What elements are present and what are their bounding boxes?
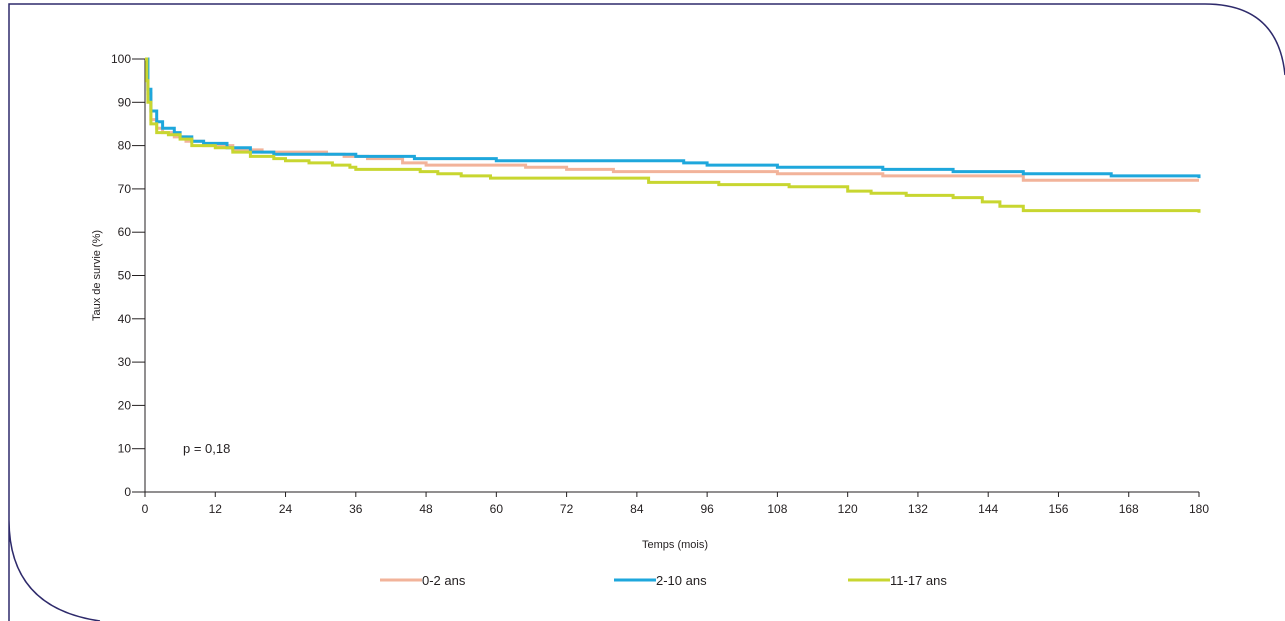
x-axis-title: Temps (mois): [642, 539, 708, 551]
x-tick-label: 96: [700, 502, 714, 516]
legend-label-2: 2-10 ans: [656, 573, 707, 588]
series-line-2: [145, 57, 1201, 179]
y-tick-label: 50: [118, 269, 132, 283]
y-tick-label: 100: [111, 52, 131, 66]
y-tick-label: 0: [124, 485, 131, 499]
x-tick-label: 12: [209, 502, 223, 516]
legend-label-3: 11-17 ans: [890, 573, 947, 588]
x-tick-label: 156: [1048, 502, 1068, 516]
legend: 0-2 ans 2-10 ans 11-17 ans: [380, 573, 947, 588]
x-tick-label: 36: [349, 502, 363, 516]
y-tick-label: 20: [118, 398, 132, 412]
legend-label-1: 0-2 ans: [422, 573, 466, 588]
x-tick-label: 84: [630, 502, 644, 516]
axes: 0 12 24 36 48 60 72 84 96 108 120 132 144 156 168 180 0 1…: [91, 52, 1209, 551]
x-tick-label: 72: [560, 502, 574, 516]
x-tick-label: 24: [279, 502, 293, 516]
y-tick-label: 70: [118, 182, 132, 196]
series-lines: [145, 57, 1201, 213]
y-tick-label: 40: [118, 312, 132, 326]
x-tick-label: 168: [1119, 502, 1139, 516]
y-tick-label: 30: [118, 355, 132, 369]
y-axis-title: Taux de survie (%): [91, 230, 103, 321]
x-tick-label: 60: [490, 502, 504, 516]
p-value-annotation: p = 0,18: [183, 441, 230, 456]
y-tick-label: 10: [118, 442, 132, 456]
x-tick-label: 180: [1189, 502, 1209, 516]
x-tick-label: 120: [838, 502, 858, 516]
annotations: p = 0,18: [183, 441, 230, 456]
y-tick-label: 80: [118, 139, 132, 153]
series-line-3: [145, 57, 1201, 213]
y-tick-label: 60: [118, 225, 132, 239]
y-tick-label: 90: [118, 95, 132, 109]
x-tick-label: 48: [419, 502, 433, 516]
x-tick-label: 108: [767, 502, 787, 516]
x-tick-label: 132: [908, 502, 928, 516]
x-tick-label: 0: [142, 502, 149, 516]
frame-border: [8, 3, 1285, 621]
x-tick-label: 144: [978, 502, 998, 516]
